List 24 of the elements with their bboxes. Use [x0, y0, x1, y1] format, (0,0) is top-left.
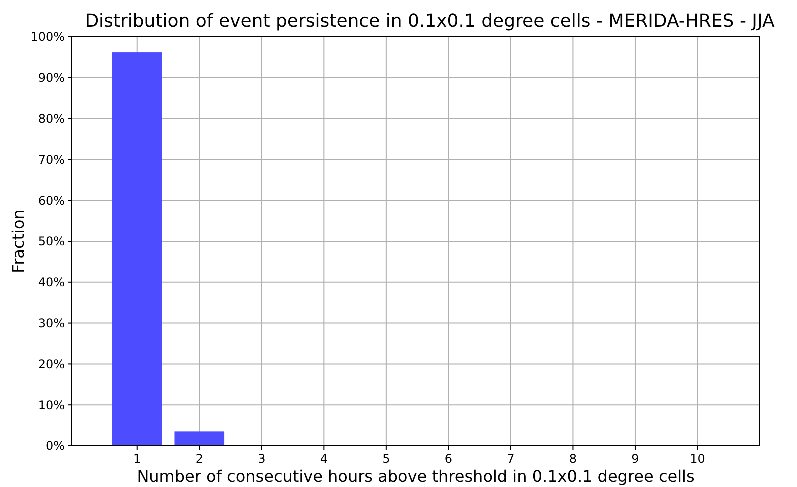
chart-title: Distribution of event persistence in 0.1x0.1 degree cells - MERIDA-HRES - JJA — [85, 11, 776, 32]
y-axis-title: Fraction — [9, 210, 28, 274]
y-tick-label: 20% — [38, 357, 65, 372]
y-tick-label: 10% — [38, 398, 65, 412]
x-tick-label: 9 — [632, 452, 640, 466]
y-tick-label: 100% — [30, 30, 65, 44]
x-tick-label: 1 — [134, 452, 142, 466]
x-axis-title: Number of consecutive hours above threshold in 0.1x0.1 degree cells — [137, 467, 695, 486]
x-tick-label: 5 — [382, 452, 390, 466]
x-tick-label: 6 — [444, 452, 453, 466]
y-tick-label: 40% — [38, 276, 65, 290]
y-tick-label: 60% — [38, 194, 65, 208]
y-tick-label: 80% — [38, 112, 65, 126]
x-tick-label: 8 — [569, 452, 578, 466]
x-tick-label: 10 — [690, 452, 706, 466]
y-tick-label: 50% — [38, 234, 65, 249]
x-tick-label: 4 — [320, 452, 328, 466]
y-tick-label: 30% — [38, 316, 65, 330]
x-tick-label: 3 — [258, 452, 266, 466]
y-tick-label: 70% — [38, 152, 65, 167]
x-tick-label: 7 — [507, 452, 515, 466]
y-tick-label: 0% — [46, 439, 65, 454]
x-tick-label: 2 — [196, 452, 204, 466]
y-tick-label: 90% — [38, 71, 65, 86]
